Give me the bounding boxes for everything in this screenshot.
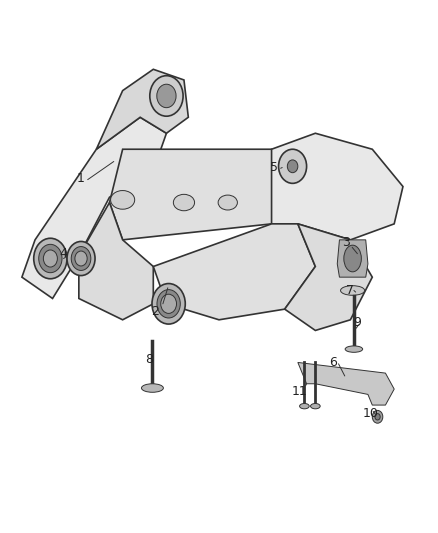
Text: 10: 10: [362, 407, 378, 419]
Ellipse shape: [311, 403, 320, 409]
Ellipse shape: [141, 384, 163, 392]
Text: 5: 5: [270, 161, 278, 174]
Circle shape: [157, 289, 180, 318]
Ellipse shape: [345, 346, 363, 352]
Text: 8: 8: [145, 353, 153, 366]
Circle shape: [372, 410, 383, 423]
Circle shape: [161, 294, 177, 313]
Text: 9: 9: [353, 316, 361, 329]
Polygon shape: [285, 224, 372, 330]
Circle shape: [375, 414, 380, 420]
Circle shape: [279, 149, 307, 183]
Polygon shape: [96, 69, 188, 149]
Circle shape: [34, 238, 67, 279]
Polygon shape: [22, 117, 166, 298]
Text: 2: 2: [152, 305, 159, 318]
Text: 1: 1: [77, 172, 85, 185]
Ellipse shape: [110, 191, 135, 209]
Text: 6: 6: [329, 356, 337, 369]
Circle shape: [152, 284, 185, 324]
Ellipse shape: [300, 403, 309, 409]
Ellipse shape: [341, 286, 364, 295]
Circle shape: [75, 251, 87, 266]
Circle shape: [43, 250, 57, 267]
Ellipse shape: [173, 195, 194, 211]
Polygon shape: [298, 362, 394, 405]
Circle shape: [150, 76, 183, 116]
Polygon shape: [153, 224, 315, 320]
Text: 4: 4: [60, 247, 67, 260]
Polygon shape: [110, 149, 285, 240]
Circle shape: [157, 84, 176, 108]
Polygon shape: [272, 133, 403, 240]
Polygon shape: [79, 203, 153, 320]
Ellipse shape: [218, 195, 237, 210]
Polygon shape: [337, 240, 368, 277]
Text: 11: 11: [292, 385, 308, 398]
Ellipse shape: [344, 245, 361, 272]
Circle shape: [71, 247, 91, 270]
Circle shape: [67, 241, 95, 276]
Text: 3: 3: [342, 236, 350, 249]
Text: 7: 7: [346, 284, 354, 297]
Circle shape: [39, 244, 62, 273]
Circle shape: [287, 160, 298, 173]
